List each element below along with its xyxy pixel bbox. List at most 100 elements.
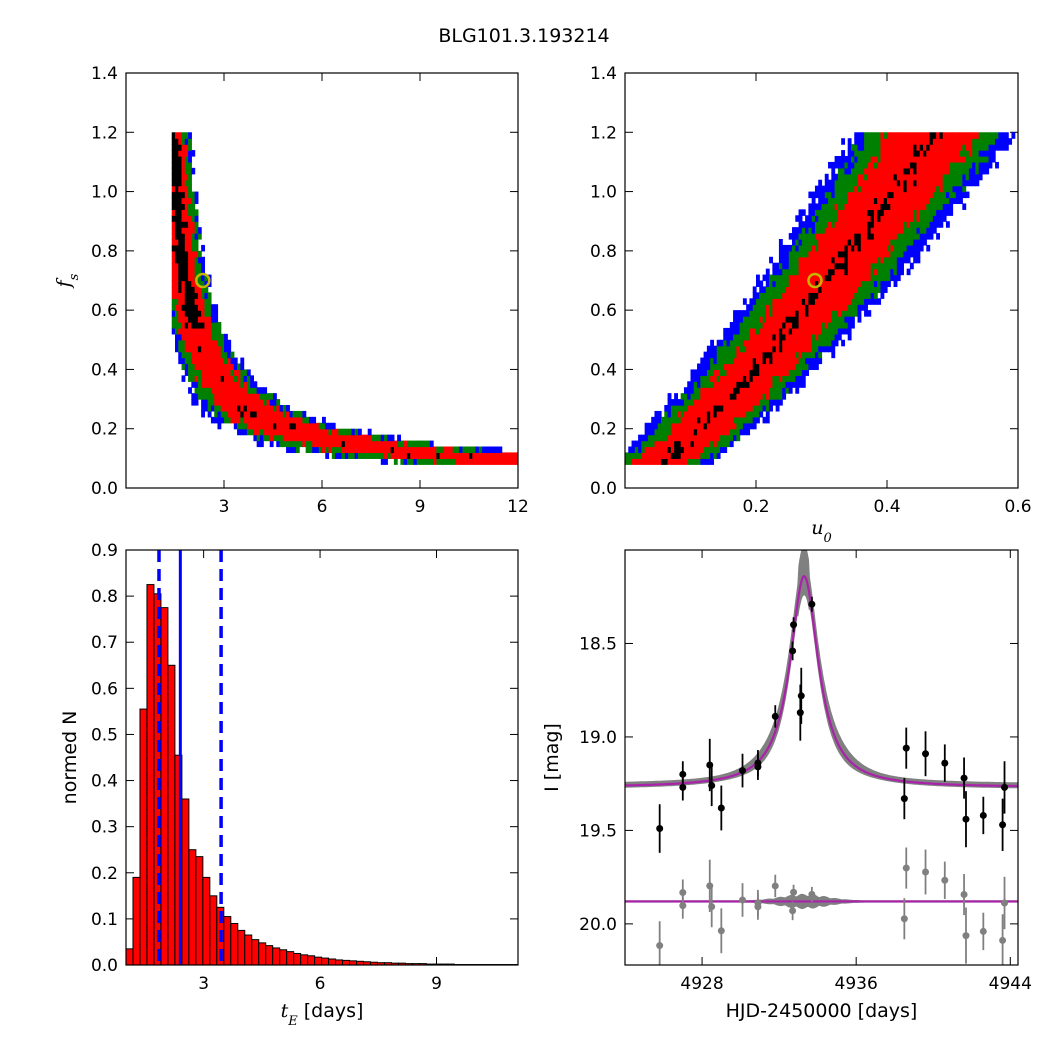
density-cell <box>769 304 773 311</box>
density-cell <box>217 345 222 353</box>
density-cell <box>752 363 757 371</box>
density-cell <box>171 167 176 175</box>
y-tick-label: 0.8 <box>590 242 617 262</box>
density-cell <box>867 280 872 288</box>
density-cell <box>883 203 888 210</box>
density-cell <box>837 209 842 216</box>
density-cell <box>847 244 852 252</box>
density-cell <box>736 333 741 341</box>
density-cell <box>204 316 209 323</box>
density-cell <box>844 256 849 264</box>
density-cell <box>782 316 787 323</box>
density-cell <box>713 446 718 454</box>
density-cell <box>406 458 411 465</box>
density-cell <box>818 191 823 199</box>
density-cell <box>178 304 183 311</box>
density-cell <box>883 280 888 288</box>
density-cell <box>834 280 839 288</box>
density-cell <box>240 369 245 376</box>
density-cell <box>752 410 757 418</box>
density-cell <box>867 250 872 258</box>
density-cell <box>736 363 741 371</box>
density-cell <box>742 310 747 317</box>
density-cell <box>469 452 473 459</box>
density-cell <box>191 203 196 210</box>
density-cell <box>877 298 882 305</box>
density-cell <box>175 156 179 163</box>
density-cell <box>824 185 829 193</box>
density-cell <box>736 422 741 430</box>
density-cell <box>197 327 202 335</box>
density-cell <box>184 357 189 365</box>
density-cell <box>841 209 846 216</box>
density-cell <box>893 268 898 276</box>
density-cell <box>831 167 836 175</box>
density-cell <box>644 434 649 442</box>
density-cell <box>335 434 339 442</box>
density-cell <box>680 405 685 412</box>
density-cell <box>782 393 787 400</box>
density-cell <box>847 250 852 258</box>
density-cell <box>962 173 967 181</box>
density-cell <box>772 280 777 288</box>
density-cell <box>194 310 199 317</box>
density-cell <box>850 250 855 258</box>
histogram-bar <box>314 956 323 965</box>
density-cell <box>719 410 724 418</box>
density-cell <box>841 161 846 169</box>
density-cell <box>664 428 669 436</box>
density-cell <box>246 428 251 436</box>
density-cell <box>873 244 878 252</box>
density-cell <box>854 185 859 193</box>
density-cell <box>792 369 796 376</box>
density-cell <box>171 179 176 187</box>
density-cell <box>230 375 235 382</box>
density-cell <box>361 434 366 442</box>
density-cell <box>680 428 685 436</box>
density-cell <box>661 416 665 424</box>
density-cell <box>916 250 921 258</box>
density-cell <box>814 316 819 323</box>
density-cell <box>687 405 692 412</box>
density-cell <box>844 280 849 288</box>
density-cell <box>795 304 800 311</box>
density-cell <box>782 298 787 305</box>
density-cell <box>909 167 914 175</box>
data-point <box>902 744 910 752</box>
density-cell <box>896 132 901 139</box>
density-cell <box>811 227 816 234</box>
density-cell <box>857 316 862 323</box>
density-cell <box>338 440 343 448</box>
density-cell <box>831 179 836 187</box>
density-cell <box>733 399 737 406</box>
density-cell <box>697 428 701 436</box>
density-cell <box>769 387 773 394</box>
density-cell <box>644 440 649 448</box>
density-cell <box>184 197 189 205</box>
density-cell <box>756 357 760 365</box>
density-cell <box>936 197 940 205</box>
density-cell <box>824 215 829 222</box>
density-cell <box>821 250 826 258</box>
density-cell <box>919 144 924 151</box>
density-cell <box>191 250 196 258</box>
density-cell <box>870 286 875 293</box>
density-cell <box>749 422 754 430</box>
density-cell <box>344 440 349 448</box>
density-cell <box>207 363 212 371</box>
density-cell <box>631 452 636 459</box>
density-cell <box>749 298 754 305</box>
density-cell <box>867 310 872 317</box>
density-cell <box>259 428 264 436</box>
density-cell <box>746 363 751 371</box>
density-cell <box>782 375 787 382</box>
data-point <box>808 600 816 608</box>
density-cell <box>864 256 868 264</box>
density-cell <box>482 452 486 459</box>
density-cell <box>814 274 819 282</box>
density-cell <box>896 215 901 222</box>
density-cell <box>194 333 199 341</box>
density-cell <box>181 375 186 382</box>
density-cell <box>942 132 947 139</box>
density-cell <box>811 280 816 288</box>
